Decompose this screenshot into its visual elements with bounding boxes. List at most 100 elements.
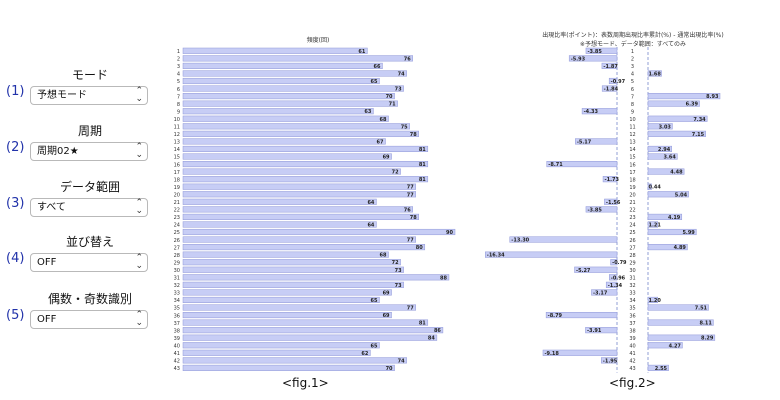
fig2-bar — [647, 153, 678, 160]
fig1-bar — [182, 266, 404, 273]
fig1-value-label: 86 — [434, 328, 441, 334]
fig1-bar — [182, 274, 450, 281]
control-select-1[interactable]: 予想モード ⌃ ⌄ — [30, 86, 148, 105]
fig1-category-label: 5 — [177, 79, 180, 85]
fig2-value-label: 6.39 — [686, 102, 699, 108]
fig1-category-label: 33 — [174, 291, 180, 297]
fig2-category-label: 9 — [631, 109, 634, 115]
fig2-bar — [542, 349, 618, 356]
fig1-category-label: 24 — [174, 223, 180, 229]
fig2-value-label: -5.17 — [577, 139, 592, 145]
fig2-category-label: 17 — [629, 170, 635, 176]
fig1-bar — [182, 221, 377, 228]
fig2-value-label: 7.15 — [692, 132, 705, 138]
fig1-category-label: 21 — [174, 200, 180, 206]
fig2-category-label: 37 — [629, 321, 635, 327]
fig1-title: 頻度(回) — [307, 36, 330, 44]
fig2-value-label: -5.27 — [576, 268, 591, 274]
fig2-bar — [546, 161, 618, 168]
fig1-value-label: 70 — [386, 94, 393, 100]
fig1-bar — [182, 153, 392, 160]
fig2-value-label: 1.21 — [649, 222, 662, 228]
fig1-value-label: 81 — [419, 177, 426, 183]
fig2-value-label: 3.03 — [659, 124, 672, 130]
control-select-4[interactable]: OFF ⌃ ⌄ — [30, 253, 148, 272]
fig2-value-label: 5.99 — [682, 230, 695, 236]
fig2-category-label: 13 — [629, 140, 635, 146]
fig1-bar — [182, 327, 444, 334]
fig2-category-label: 27 — [629, 245, 635, 251]
fig2-bar — [585, 47, 618, 54]
fig1-category-label: 8 — [177, 102, 180, 108]
fig2-category-label: 7 — [631, 94, 634, 100]
fig1-category-label: 13 — [174, 140, 180, 146]
fig2-bar — [601, 62, 618, 69]
fig2-bar — [647, 100, 700, 107]
fig1-bar — [182, 145, 429, 152]
fig1-category-label: 14 — [174, 147, 180, 153]
fig1-value-label: 68 — [380, 117, 387, 123]
fig2-category-label: 42 — [629, 359, 635, 365]
fig2-category-label: 35 — [629, 306, 635, 312]
fig1-bar — [182, 138, 386, 145]
fig1-bar — [182, 161, 429, 168]
control-label-2: 周期 — [77, 124, 102, 138]
fig2-bar — [609, 274, 618, 281]
fig1-category-label: 32 — [174, 283, 180, 289]
fig2-category-label: 22 — [629, 208, 635, 214]
fig2-bar — [647, 364, 669, 371]
fig2-bar — [604, 198, 618, 205]
fig1-bar — [182, 342, 380, 349]
fig2-bar — [647, 168, 685, 175]
fig1-bar — [182, 312, 392, 319]
fig2-value-label: 2.94 — [658, 147, 671, 153]
fig1-value-label: 61 — [358, 49, 365, 55]
fig2-value-label: -3.91 — [587, 328, 602, 334]
fig1-category-label: 23 — [174, 215, 180, 221]
fig1-value-label: 77 — [407, 238, 414, 244]
fig1-value-label: 64 — [367, 200, 374, 206]
fig2-bar — [647, 221, 659, 228]
fig2-value-label: -1.34 — [608, 283, 623, 289]
fig1-value-label: 74 — [398, 71, 405, 77]
fig2-category-label: 8 — [631, 102, 634, 108]
fig1-category-label: 16 — [174, 162, 180, 168]
fig2-category-label: 32 — [629, 283, 635, 289]
control-select-5[interactable]: OFF ⌃ ⌄ — [30, 310, 148, 329]
fig1-bar — [182, 55, 413, 62]
fig2-bar — [485, 251, 618, 258]
control-select-3[interactable]: すべて ⌃ ⌄ — [30, 198, 148, 217]
chevron-updown-icon: ⌃ ⌄ — [135, 198, 143, 216]
fig1-bar — [182, 183, 416, 190]
fig2-category-label: 25 — [629, 230, 635, 236]
fig2-value-label: 4.48 — [670, 170, 683, 176]
fig1-bar — [182, 213, 419, 220]
fig1-category-label: 15 — [174, 155, 180, 161]
select-value: すべて — [37, 202, 66, 213]
fig2-category-label: 2 — [631, 57, 634, 63]
fig1-value-label: 73 — [395, 268, 402, 274]
fig1-bar — [182, 191, 416, 198]
fig2-value-label: -16.34 — [487, 253, 505, 259]
fig2-bar — [647, 296, 658, 303]
fig2-subtitle: ※予想モード、データ範囲：すべてのみ — [580, 40, 686, 48]
fig1-value-label: 67 — [377, 139, 384, 145]
fig1-category-label: 3 — [177, 64, 180, 70]
fig1-value-label: 70 — [386, 366, 393, 372]
fig2-category-label: 33 — [629, 291, 635, 297]
select-value: OFF — [37, 257, 57, 268]
fig1-bar — [182, 251, 389, 258]
fig2-value-label: -1.56 — [606, 200, 621, 206]
fig1-bar — [182, 281, 404, 288]
fig1-category-label: 20 — [174, 192, 180, 198]
fig1-value-label: 69 — [383, 290, 390, 296]
fig1-bar — [182, 176, 429, 183]
fig1-bar — [182, 304, 416, 311]
fig1-category-label: 31 — [174, 276, 180, 282]
select-value: OFF — [37, 314, 57, 325]
control-select-2[interactable]: 周期02★ ⌃ ⌄ — [30, 142, 148, 161]
fig2-bar — [509, 236, 618, 243]
fig1-bar — [182, 168, 401, 175]
fig1-bar — [182, 334, 438, 341]
